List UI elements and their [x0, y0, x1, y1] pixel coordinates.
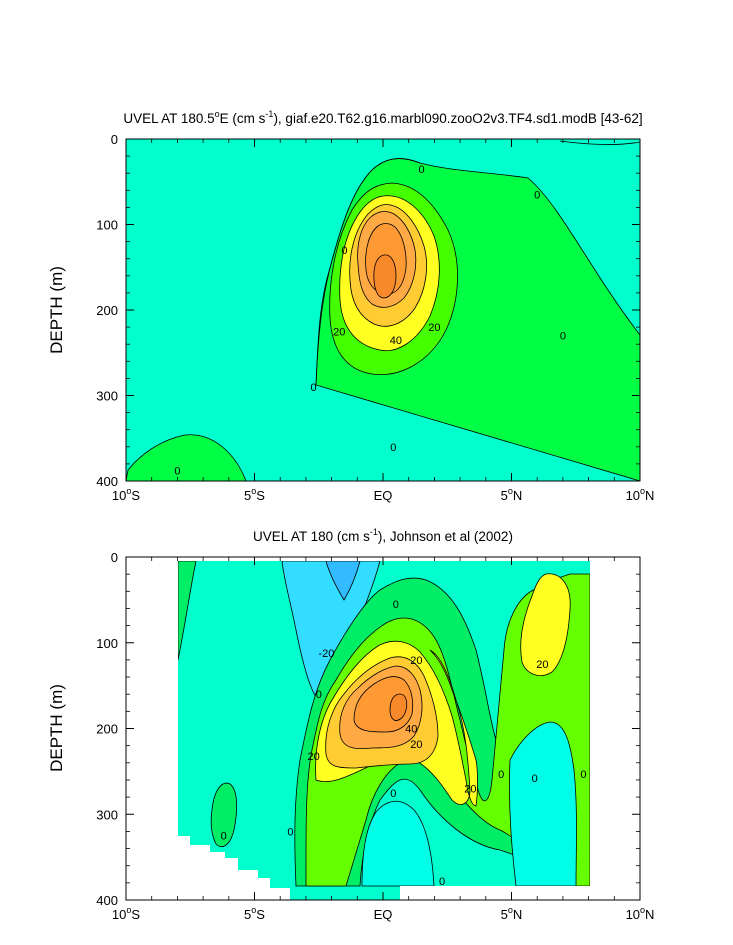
bottom-contour-label: 0: [498, 769, 504, 781]
bottom-contour-label: 0: [439, 876, 445, 888]
bottom-y-tick-label: 200: [96, 722, 118, 737]
bottom-region-deep-westward: [361, 800, 435, 887]
bottom-contour-label: 0: [532, 773, 538, 785]
bottom-contour-label: 0: [287, 826, 293, 838]
top-x-tick-label: 10oS: [112, 486, 140, 503]
bottom-contour-label: 0: [316, 689, 322, 701]
bottom-contour-label: 0: [221, 831, 227, 843]
top-x-tick-label: 10oN: [626, 486, 655, 503]
bottom-x-tick-label: 10oN: [626, 905, 655, 922]
bottom-panel-title: UVEL AT 180 (cm s-1), Johnson et al (200…: [253, 527, 513, 544]
top-contour-label: 0: [311, 382, 317, 394]
bottom-region-left-deep-positive: [210, 782, 238, 847]
bottom-y-tick-label: 300: [96, 807, 118, 822]
top-surface-line: [559, 140, 640, 145]
top-y-tick-label: 400: [96, 474, 118, 489]
bottom-x-tick-label: 10oS: [112, 905, 140, 922]
top-contour-label: 0: [534, 190, 540, 202]
top-panel: UVEL AT 180.5oE (cm s-1), giaf.e20.T62.g…: [47, 109, 654, 503]
top-x-tick-label: 5oN: [501, 486, 523, 503]
bottom-contour-label: 0: [580, 769, 586, 781]
top-contour-label: 20: [333, 326, 345, 338]
bottom-region-east-westward: [509, 721, 577, 887]
bottom-contour-label: 20: [307, 751, 319, 763]
bottom-y-tick-label: 100: [96, 636, 118, 651]
bottom-contour-label: 0: [390, 788, 396, 800]
top-x-tick-label: EQ: [374, 488, 393, 503]
bottom-contour-label: 20: [464, 784, 476, 796]
bottom-contour-label: 20: [410, 655, 422, 667]
bottom-no-data-mask-right: [400, 557, 640, 900]
top-y-tick-label: 0: [111, 132, 118, 147]
bottom-contour-60: [389, 693, 408, 721]
bottom-y-axis-title: DEPTH (m): [47, 684, 66, 772]
bottom-x-tick-label: 5oS: [244, 905, 265, 922]
top-y-tick-label: 200: [96, 303, 118, 318]
bottom-panel: UVEL AT 180 (cm s-1), Johnson et al (200…: [47, 527, 654, 922]
top-y-tick-label: 100: [96, 218, 118, 233]
top-contour-60: [373, 254, 397, 299]
top-contour-fill: [126, 139, 640, 481]
bottom-contour-label: 0: [393, 599, 399, 611]
bottom-region-left-positive: [177, 560, 197, 661]
bottom-contour-label: 20: [410, 739, 422, 751]
bottom-y-tick-label: 400: [96, 893, 118, 908]
bottom-contour-fill: [126, 557, 640, 900]
top-contour-label: 0: [418, 164, 424, 176]
top-contour-zero-line: [315, 158, 421, 386]
top-y-tick-label: 300: [96, 389, 118, 404]
top-contour-label: 40: [390, 335, 402, 347]
top-panel-title: UVEL AT 180.5oE (cm s-1), giaf.e20.T62.g…: [123, 109, 642, 126]
bottom-contour-label: -20: [319, 648, 335, 660]
bottom-region-east-20: [520, 573, 571, 676]
bottom-no-data-mask: [126, 557, 290, 900]
top-y-axis-title: DEPTH (m): [47, 266, 66, 354]
top-contour-label: 0: [390, 442, 396, 454]
top-x-tick-label: 5oS: [244, 486, 265, 503]
top-contour-labels: 0 0 0 20 40 20 0 0 0 0: [174, 164, 566, 478]
bottom-contour-labels: 0 -20 20 20 0 40 20 20 0 0 0 20 0 0 0 0: [221, 599, 587, 888]
top-contour-label: 0: [174, 466, 180, 478]
top-contour-label: 0: [341, 245, 347, 257]
bottom-y-tick-label: 0: [111, 550, 118, 565]
bottom-region-westward-core: [325, 560, 361, 601]
bottom-x-tick-label: 5oN: [501, 905, 523, 922]
top-contour-label: 0: [560, 331, 566, 343]
top-contour-label: 20: [428, 322, 440, 334]
bottom-contour-label: 20: [536, 659, 548, 671]
bottom-contour-label: 40: [405, 724, 417, 736]
bottom-x-tick-label: EQ: [374, 907, 393, 922]
